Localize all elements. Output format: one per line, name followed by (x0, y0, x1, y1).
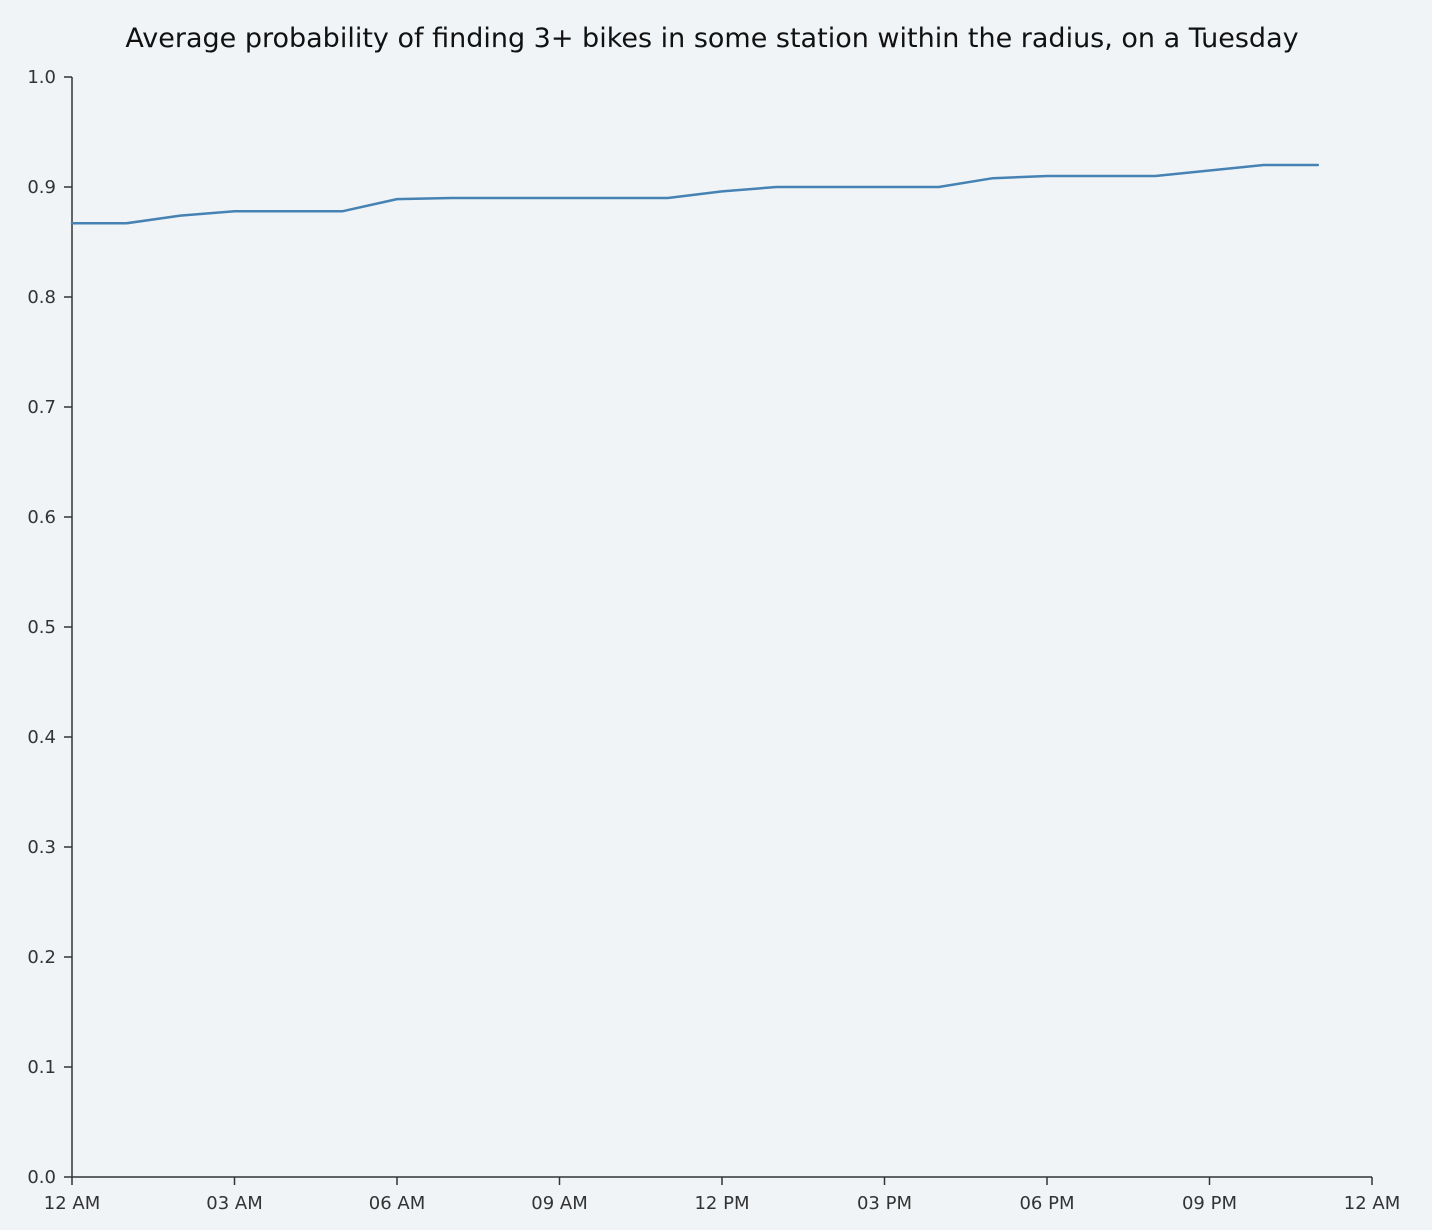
y-tick-label: 0.5 (27, 617, 56, 638)
y-tick-label: 0.3 (27, 837, 56, 858)
y-tick-label: 0.9 (27, 177, 56, 198)
x-tick-label: 06 AM (369, 1193, 425, 1214)
x-tick-label: 06 PM (1019, 1193, 1074, 1214)
y-tick-label: 0.7 (27, 397, 56, 418)
y-tick-label: 0.8 (27, 287, 56, 308)
y-tick-label: 0.4 (27, 727, 56, 748)
y-tick-label: 0.0 (27, 1167, 56, 1188)
x-tick-label: 09 PM (1182, 1193, 1237, 1214)
x-axis: 12 AM 03 AM 06 AM 09 AM 12 PM 03 PM 06 PM 09 PM… (44, 1176, 1400, 1214)
chart-title: Average probability of finding 3+ bikes … (125, 23, 1298, 54)
x-tick-label: 12 PM (694, 1193, 749, 1214)
x-tick-label: 12 AM (1344, 1193, 1400, 1214)
y-tick-label: 0.2 (27, 947, 56, 968)
y-tick-label: 0.6 (27, 507, 56, 528)
series-layer (70, 163, 1320, 225)
x-tick-label: 12 AM (44, 1193, 100, 1214)
y-axis: 0.0 0.1 0.2 0.3 0.4 0.5 0.6 0.7 0.8 0.9 1.0 (27, 67, 73, 1188)
series-line-0 (70, 163, 1320, 225)
x-tick-label: 09 AM (531, 1193, 587, 1214)
y-tick-label: 1.0 (27, 67, 56, 88)
x-tick-label: 03 PM (857, 1193, 912, 1214)
y-tick-label: 0.1 (27, 1057, 56, 1078)
x-tick-label: 03 AM (206, 1193, 262, 1214)
